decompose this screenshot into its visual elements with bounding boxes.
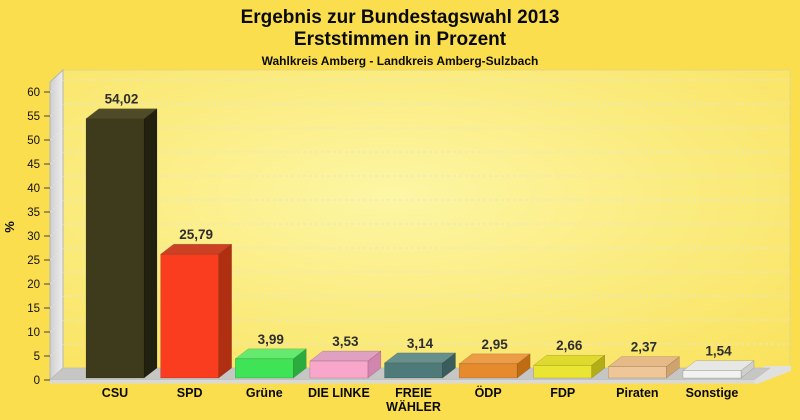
bar-front-face (160, 253, 219, 379)
wall-gridline (49, 127, 64, 141)
y-axis-title: % (2, 221, 17, 233)
bar-front-face (235, 358, 294, 379)
y-tick-label: 5 (34, 351, 40, 363)
bar-front-face (608, 366, 667, 379)
wall-gridline (49, 223, 64, 237)
bar-top-face (309, 350, 382, 362)
bar-front-face (85, 118, 145, 379)
chart-title-line1: Ergebnis zur Bundestagswahl 2013 (240, 7, 560, 28)
y-tick-label: 0 (34, 375, 40, 387)
bar-value-label: 1,54 (705, 344, 732, 359)
wall-gridline (49, 79, 64, 93)
wall-gridline (49, 151, 64, 165)
category-label: Piraten (616, 386, 658, 400)
category-label: CSU (102, 386, 128, 400)
bar-front-face (682, 370, 742, 379)
bar-side-face (143, 108, 158, 379)
bar-front-face (309, 360, 369, 379)
bar-sonstige: 1,54 Sonstige (682, 344, 755, 400)
wall-gridline (49, 343, 64, 357)
category-label: DIE LINKE (308, 386, 370, 400)
floor-bevel (745, 366, 791, 384)
bar-top-face (533, 354, 606, 366)
category-label: Grüne (246, 386, 283, 400)
category-label: FREIE (395, 386, 432, 400)
wall-gridline (49, 247, 64, 261)
y-tick-label: 55 (27, 111, 40, 123)
y-tick-label: 60 (27, 87, 40, 99)
y-tick-label: 40 (27, 183, 40, 195)
y-tick-label: 20 (27, 279, 40, 291)
bar-gr-ne: 3,99 Grüne (234, 332, 307, 400)
bar-front-face (384, 362, 443, 379)
wall-gridline (49, 319, 64, 333)
bar-value-label: 2,95 (481, 337, 508, 352)
bar-spd: 25,79 SPD (159, 227, 233, 400)
bar-csu: 54,02 CSU (85, 92, 158, 400)
plot-floor-front (50, 380, 754, 384)
bar-top-face (159, 243, 233, 255)
chart-title-line2: Erststimmen in Prozent (293, 29, 507, 50)
category-label: Sonstige (686, 386, 739, 400)
y-tick-label: 15 (27, 303, 40, 315)
bar-top-face (383, 352, 457, 364)
bar-value-label: 3,53 (332, 334, 359, 349)
wall-gridline (49, 271, 64, 285)
bar-front-face (533, 364, 592, 379)
bar-top-face (85, 108, 158, 119)
bar-side-face (218, 243, 232, 379)
bar-value-label: 2,66 (556, 338, 583, 353)
bar-top-face (607, 356, 681, 367)
bar--dp: 2,95 ÖDP (458, 337, 531, 400)
bar-value-label: 54,02 (105, 92, 139, 107)
bar-value-label: 25,79 (179, 227, 213, 242)
y-tick-label: 45 (27, 159, 40, 171)
y-tick-label: 10 (27, 327, 40, 339)
bar-front-face (458, 363, 518, 379)
chart-header: Ergebnis zur Bundestagswahl 2013 Erststi… (0, 0, 800, 68)
category-label: FDP (550, 386, 575, 400)
bar-top-face (682, 360, 755, 371)
bar-value-label: 3,14 (407, 336, 434, 351)
bar-piraten: 2,37 Piraten (607, 340, 681, 400)
wall-gridline (49, 295, 64, 309)
y-tick-label: 25 (27, 255, 40, 267)
bar-fdp: 2,66 FDP (533, 338, 606, 400)
chart-subtitle: Wahlkreis Amberg - Landkreis Amberg-Sulz… (261, 54, 539, 68)
bar-die-linke: 3,53 DIE LINKE (308, 334, 382, 400)
wall-gridline (49, 175, 64, 189)
wall-gridline (49, 199, 64, 213)
y-tick-label: 30 (27, 231, 40, 243)
wall-gridline (49, 103, 64, 117)
y-tick-label: 35 (27, 207, 40, 219)
category-label: ÖDP (475, 385, 502, 400)
bar-top-face (458, 353, 531, 365)
category-label: WÄHLER (386, 399, 441, 414)
bar-top-face (234, 348, 307, 360)
bar-value-label: 3,99 (258, 332, 284, 347)
y-tick-label: 50 (27, 135, 40, 147)
category-label: SPD (177, 386, 203, 400)
bar-value-label: 2,37 (631, 340, 657, 355)
plot-left-wall (49, 68, 64, 382)
